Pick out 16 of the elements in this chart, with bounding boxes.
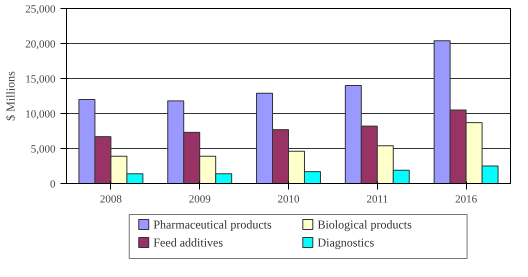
legend-label: Feed additives	[153, 236, 224, 250]
x-tick-label: 2009	[188, 194, 212, 206]
y-tick-label: 5,000	[30, 144, 56, 156]
y-axis-title: $ Millions	[3, 70, 18, 121]
x-tick-label: 2011	[366, 194, 388, 206]
y-tick-label: 20,000	[25, 38, 56, 50]
x-tick-label: 2016	[455, 194, 478, 206]
x-tick-label: 2008	[100, 194, 122, 206]
x-tick-label: 2010	[278, 194, 300, 206]
legend-label: Biological products	[317, 218, 412, 232]
y-tick-label: 25,000	[25, 4, 56, 16]
legend-label: Pharmaceutical products	[153, 218, 272, 232]
y-tick-label: 10,000	[25, 108, 56, 120]
legend-label: Diagnostics	[317, 236, 374, 250]
y-tick-label: 15,000	[25, 74, 56, 86]
y-tick-label: 0	[50, 178, 56, 190]
